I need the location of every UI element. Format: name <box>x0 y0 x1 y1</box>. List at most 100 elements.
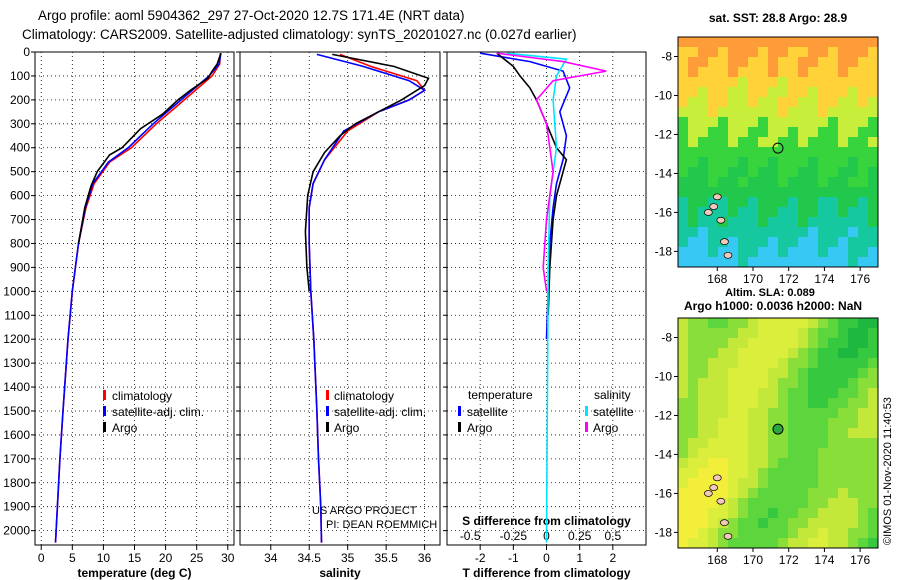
y-tick-label: 1100 <box>4 308 30 322</box>
map-cell <box>688 528 698 538</box>
map-cell <box>798 97 808 107</box>
map-cell <box>808 57 818 67</box>
map-cell <box>778 508 788 518</box>
map-cell <box>828 247 838 257</box>
map-cell <box>868 147 878 157</box>
map-cell <box>828 378 838 388</box>
y-tick-label: 200 <box>10 93 30 107</box>
map-cell <box>688 147 698 157</box>
x-tick-label: 174 <box>814 553 834 567</box>
map-cell <box>758 47 768 57</box>
map-cell <box>708 107 718 117</box>
map-cell <box>828 528 838 538</box>
map-cell <box>748 87 758 97</box>
map-cell <box>818 227 828 237</box>
map-cell <box>748 67 758 77</box>
legend-satellite-swatch <box>103 406 106 416</box>
map-cell <box>768 107 778 117</box>
map-cell <box>768 137 778 147</box>
map-cell <box>738 247 748 257</box>
map-cell <box>798 398 808 408</box>
map-cell <box>738 57 748 67</box>
map-cell <box>838 57 848 67</box>
map-cell <box>838 47 848 57</box>
temperature-panel: 0 5 10 15 20 25 300100200300400500600700800900… <box>3 45 234 580</box>
map-cell <box>808 338 818 348</box>
map-cell <box>688 207 698 217</box>
map-cell <box>718 458 728 468</box>
map-cell <box>698 67 708 77</box>
map-cell <box>848 117 858 127</box>
map-cell <box>688 187 698 197</box>
map-cell <box>758 247 768 257</box>
map-cell <box>868 67 878 77</box>
map-cell <box>868 388 878 398</box>
map-cell <box>868 257 878 267</box>
map-cell <box>768 97 778 107</box>
map-cell <box>858 187 868 197</box>
map-cell <box>698 167 708 177</box>
map-cell <box>818 177 828 187</box>
map-cell <box>768 438 778 448</box>
map-cell <box>848 247 858 257</box>
map-cell <box>818 187 828 197</box>
map-cell <box>708 67 718 77</box>
map-cell <box>868 408 878 418</box>
map-cell <box>818 528 828 538</box>
map-cell <box>708 127 718 137</box>
map-cell <box>808 237 818 247</box>
map-cell <box>678 87 688 97</box>
map-cell <box>848 498 858 508</box>
map-cell <box>718 157 728 167</box>
map-cell <box>748 207 758 217</box>
map-cell <box>738 97 748 107</box>
map-cell <box>708 418 718 428</box>
map-frame <box>677 36 879 268</box>
map-cell <box>778 127 788 137</box>
map-cell <box>848 408 858 418</box>
map-cell <box>768 508 778 518</box>
map-cell <box>868 418 878 428</box>
map-cell <box>728 97 738 107</box>
legend-argo-swatch <box>326 422 329 432</box>
map-cell <box>688 167 698 177</box>
map-cell <box>868 47 878 57</box>
series-line-satellite-adj-clim- <box>54 53 222 543</box>
map-cell <box>708 257 718 267</box>
map-cell <box>728 428 738 438</box>
y-tick-label: -16 <box>655 205 673 219</box>
map-cell <box>808 227 818 237</box>
map-cell <box>678 197 688 207</box>
map-cell <box>778 97 788 107</box>
map-cell <box>828 137 838 147</box>
map-cell <box>778 37 788 47</box>
map-cell <box>848 508 858 518</box>
map-cell <box>838 348 848 358</box>
map-cell <box>728 237 738 247</box>
map-cell <box>728 328 738 338</box>
map-cell <box>688 398 698 408</box>
map-cell <box>798 197 808 207</box>
map-cell <box>848 87 858 97</box>
map-cell <box>858 388 868 398</box>
map-cell <box>708 338 718 348</box>
map-cell <box>678 358 688 368</box>
legend-s-argo-label: Argo <box>593 421 619 435</box>
map-cell <box>828 127 838 137</box>
map-cell <box>808 207 818 217</box>
map-cell <box>738 338 748 348</box>
map-cell <box>768 57 778 67</box>
map-cell <box>738 137 748 147</box>
map-cell <box>778 488 788 498</box>
map-cell <box>728 448 738 458</box>
map-cell <box>748 388 758 398</box>
map-cell <box>748 97 758 107</box>
map-cell <box>728 147 738 157</box>
map-cell <box>768 237 778 247</box>
map-cell <box>778 448 788 458</box>
map-cell <box>728 187 738 197</box>
map-cell <box>798 528 808 538</box>
map-cell <box>748 368 758 378</box>
map-cell <box>778 257 788 267</box>
x-axis-label: T difference from climatology <box>462 566 630 580</box>
